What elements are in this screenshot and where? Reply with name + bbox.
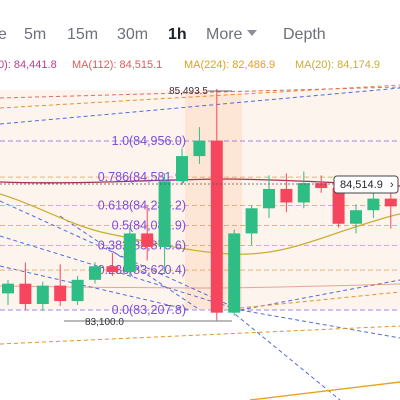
candle-body — [228, 233, 241, 313]
fib-level-label: 0.0(83,207.8) — [112, 303, 186, 317]
ma-112-value: MA(112): 84,515.1 — [72, 59, 163, 71]
tab-depth[interactable]: Depth — [283, 26, 326, 43]
candle-body — [193, 140, 206, 157]
candle-body — [367, 198, 380, 211]
trend-line — [0, 265, 191, 311]
trend-line — [0, 325, 400, 345]
current-price-tag-label: 84,514.9 — [340, 179, 383, 191]
ma-value: 0): 84,441.8 — [0, 59, 57, 71]
candle-body — [19, 283, 32, 304]
candle-body — [263, 188, 275, 209]
high-marker: 85,493.5 — [169, 86, 232, 97]
fib-level-label: 0.236(83,620.4) — [98, 263, 186, 277]
trend-line — [0, 84, 400, 109]
candle-body — [141, 233, 154, 247]
moving-average-legend: 0): 84,441.8 MA(112): 84,515.1 MA(224): … — [0, 59, 400, 75]
trend-line — [229, 309, 341, 400]
candle-body — [2, 283, 14, 294]
high-price-label: 85,493.5 — [169, 86, 208, 97]
timeframe-tabs: e 5m 15m 30m 1h More Depth — [0, 0, 400, 58]
caret-down-icon — [247, 29, 258, 36]
trend-line — [249, 381, 400, 400]
low-price-label: 83,100.0 — [85, 317, 124, 328]
candle-body — [123, 233, 136, 273]
candle-body — [384, 198, 397, 207]
chevron-right-icon: › — [390, 179, 394, 191]
candle-body — [176, 156, 188, 182]
trend-line — [239, 291, 400, 309]
tab-more-label: More — [206, 26, 243, 43]
trend-line — [0, 87, 400, 125]
tab-1s[interactable]: e — [0, 26, 7, 43]
ma-20-value: MA(20): 84,174.9 — [295, 59, 380, 71]
ma-224-value: MA(224): 82,486.9 — [184, 59, 276, 71]
candle-body — [245, 208, 258, 234]
current-price-tag-box — [333, 175, 399, 194]
tab-more[interactable]: More — [206, 26, 258, 44]
fib-level-label: 0.786(84,581.9) — [98, 170, 186, 184]
candle-body — [89, 266, 101, 280]
candle-body — [350, 210, 362, 224]
trend-line — [239, 309, 400, 339]
trend-line — [0, 86, 400, 99]
candle-body — [106, 266, 119, 273]
candle-body — [36, 285, 49, 304]
tab-30m[interactable]: 30m — [117, 26, 149, 43]
candle-body — [71, 279, 84, 302]
low-marker: 83,100.0 — [64, 317, 232, 328]
tab-15m[interactable]: 15m — [67, 26, 99, 43]
fib-level-label: 1.0(84,956.0) — [112, 134, 186, 148]
candlestick-chart[interactable]: 1.0(84,956.0) 0.786(84,581.9) 0.618(84,288… — [0, 76, 400, 400]
candle-body — [297, 183, 310, 203]
candle-body — [315, 183, 328, 188]
tab-5m[interactable]: 5m — [24, 26, 47, 43]
tab-1h[interactable]: 1h — [168, 26, 187, 43]
fib-level-label: 0.5(84,081.9) — [112, 219, 186, 233]
candle-body — [332, 187, 345, 224]
candle-body — [54, 285, 67, 302]
candle-body — [280, 188, 293, 203]
current-price-tag[interactable]: 84,514.9 › — [333, 175, 399, 194]
candle-body — [210, 140, 223, 313]
fib-level-label: 0.618(84,288.2) — [98, 199, 186, 213]
candle-body — [158, 181, 171, 247]
trend-line — [0, 200, 241, 311]
